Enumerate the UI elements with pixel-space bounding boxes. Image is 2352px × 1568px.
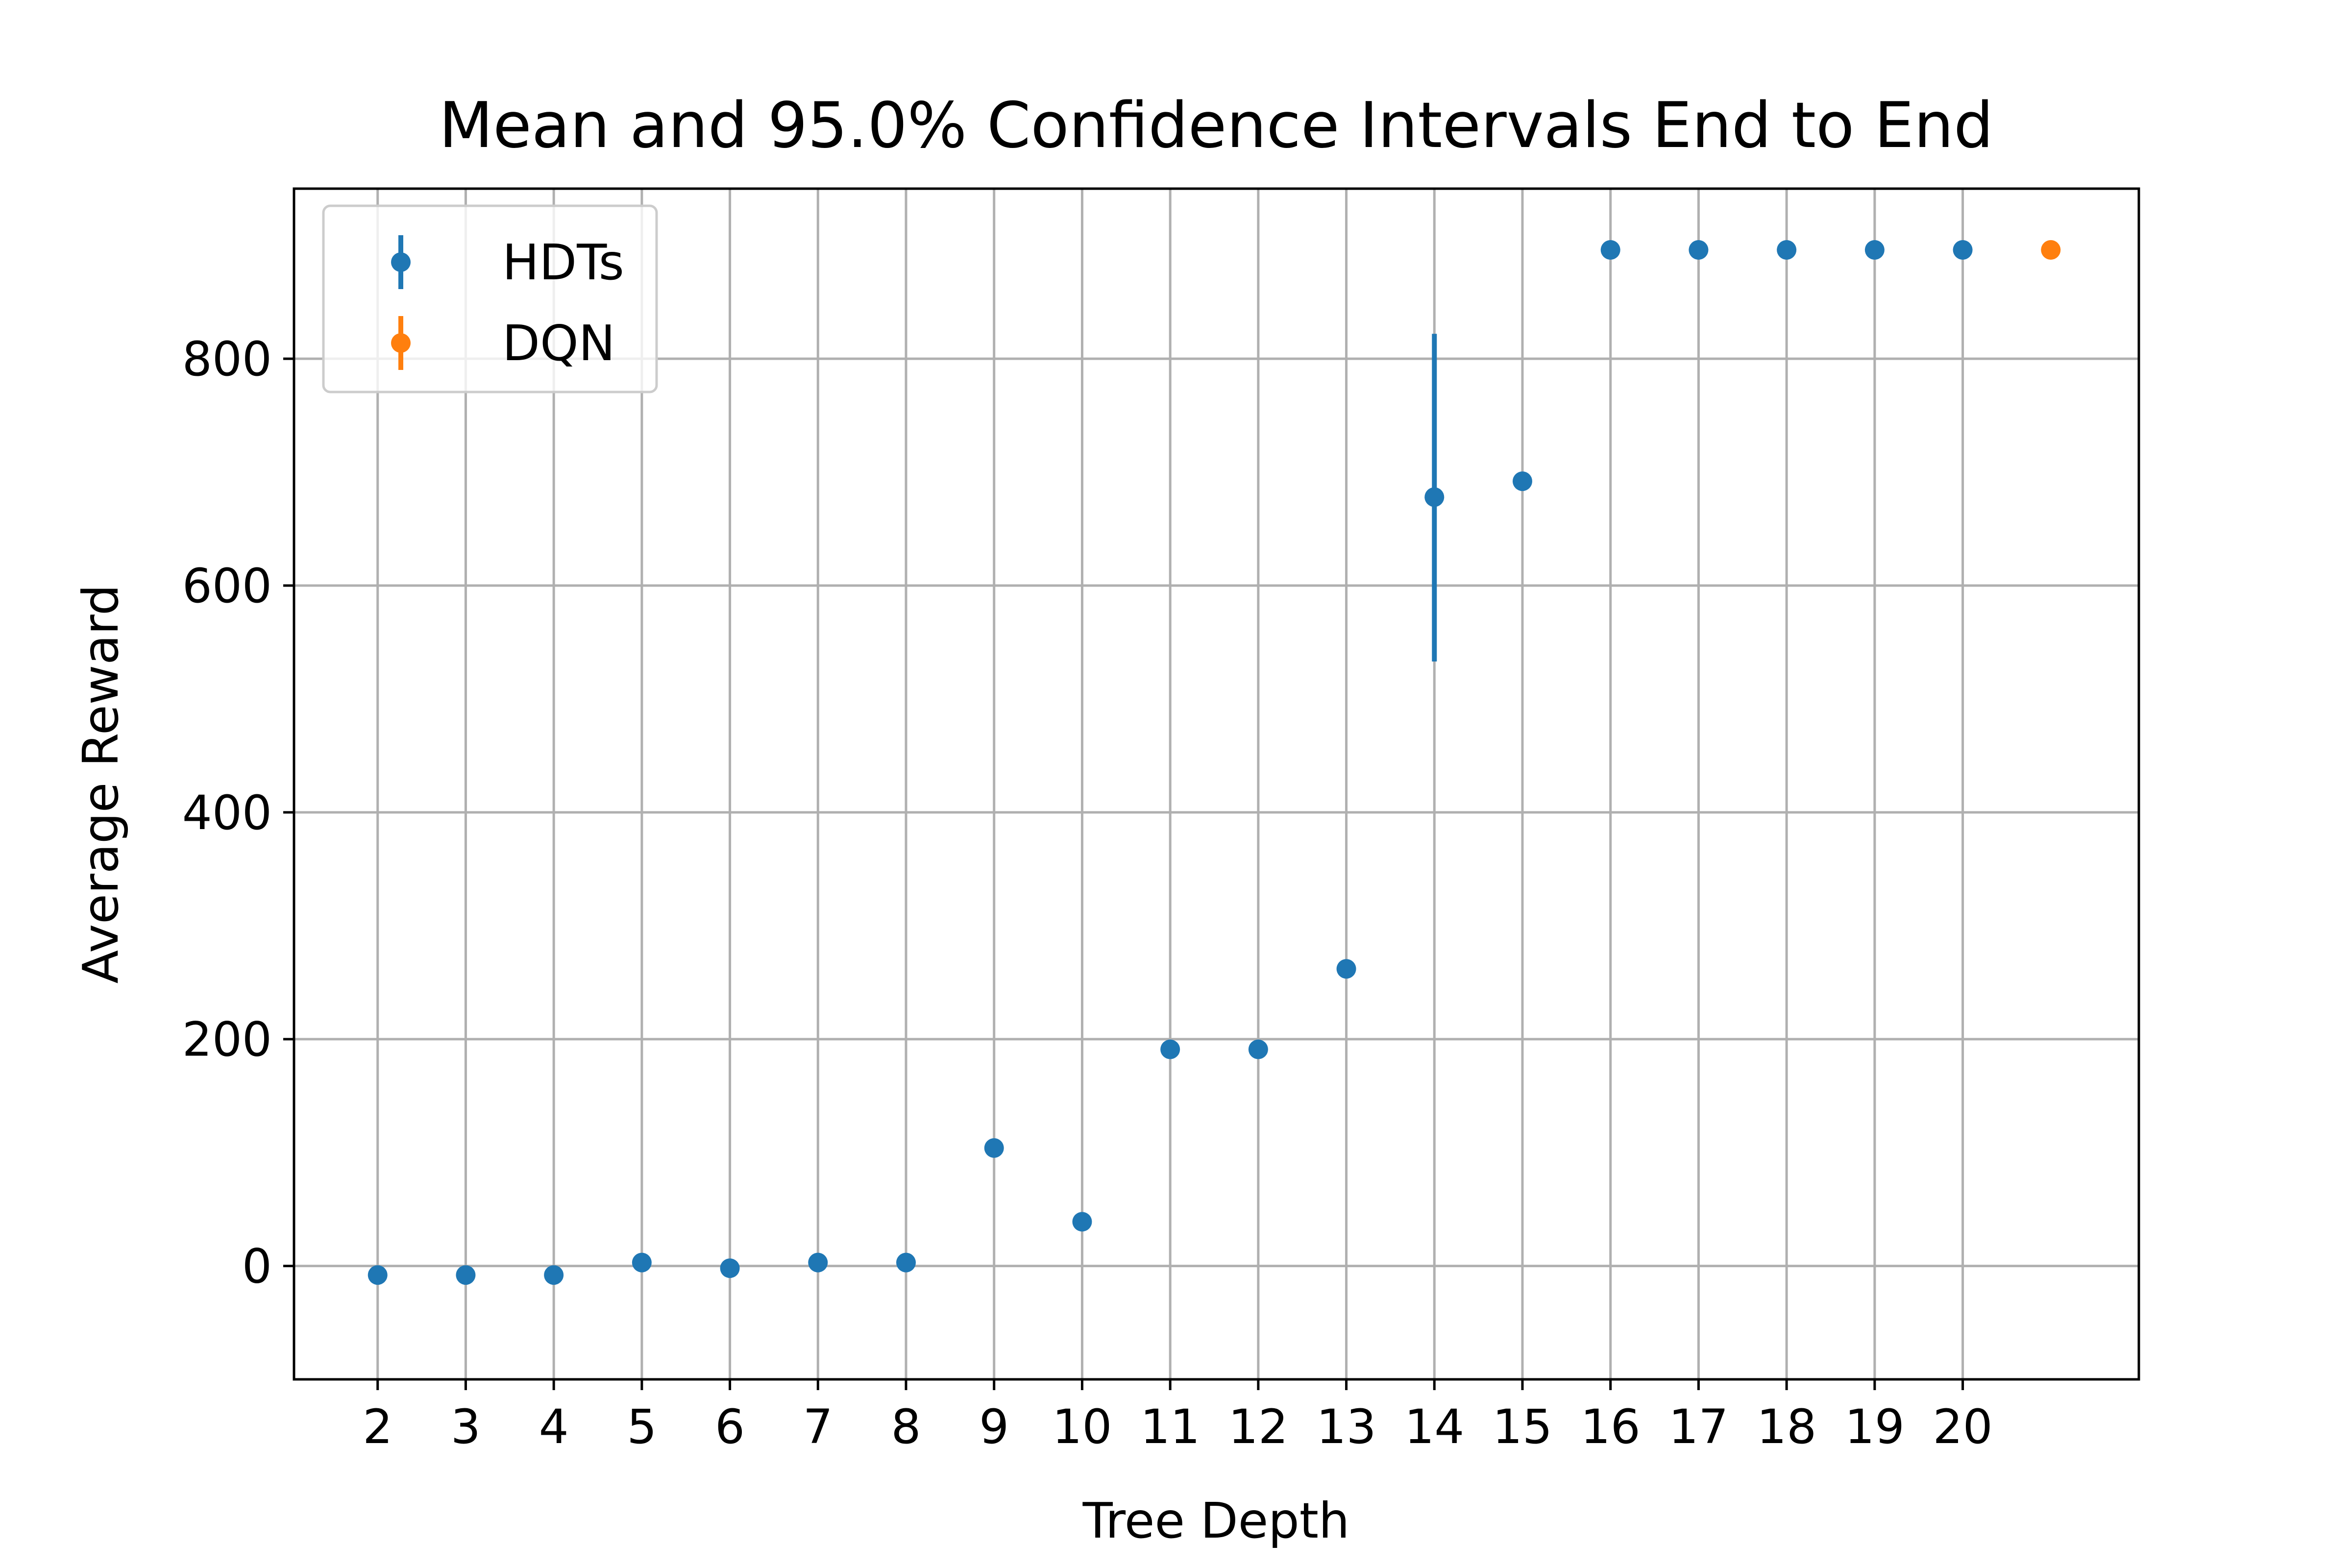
x-tick-label: 10 xyxy=(1052,1399,1112,1454)
data-point xyxy=(1513,471,1533,491)
y-axis-title: Average Reward xyxy=(72,585,129,984)
x-tick-label: 8 xyxy=(891,1399,921,1454)
data-point xyxy=(896,1252,916,1273)
data-point xyxy=(1160,1039,1180,1059)
x-tick-label: 13 xyxy=(1316,1399,1376,1454)
data-point xyxy=(1072,1212,1092,1232)
x-tick-label: 20 xyxy=(1933,1399,1992,1454)
data-point xyxy=(808,1252,828,1273)
axis-ticks: 2 3 4 5 6 7 8 9 10 11 12 13 14 15 16 17 18 19 200200400600… xyxy=(182,332,1993,1454)
data-point xyxy=(632,1252,652,1273)
y-tick-label: 800 xyxy=(182,332,272,387)
x-tick-label: 14 xyxy=(1404,1399,1464,1454)
x-tick-label: 2 xyxy=(363,1399,392,1454)
y-tick-label: 400 xyxy=(182,785,272,840)
x-tick-label: 3 xyxy=(451,1399,481,1454)
y-tick-label: 200 xyxy=(182,1012,272,1067)
x-tick-label: 17 xyxy=(1668,1399,1728,1454)
data-point xyxy=(2041,240,2061,260)
data-point xyxy=(984,1138,1004,1158)
x-tick-label: 15 xyxy=(1493,1399,1552,1454)
x-tick-label: 5 xyxy=(627,1399,657,1454)
legend-label: DQN xyxy=(502,315,615,372)
data-point xyxy=(1689,240,1709,260)
data-point xyxy=(1864,240,1885,260)
x-tick-label: 7 xyxy=(803,1399,833,1454)
legend-marker xyxy=(391,252,411,272)
data-point xyxy=(456,1265,476,1285)
data-point xyxy=(1600,240,1620,260)
data-point xyxy=(1248,1039,1268,1059)
x-tick-label: 6 xyxy=(715,1399,745,1454)
data-point xyxy=(720,1258,740,1278)
data-point xyxy=(1953,240,1973,260)
y-tick-label: 600 xyxy=(182,559,272,613)
x-axis-title: Tree Depth xyxy=(1082,1492,1350,1549)
data-point xyxy=(368,1265,388,1285)
legend-marker xyxy=(391,333,411,353)
plot-area-frame xyxy=(293,187,2140,1381)
y-tick-label: 0 xyxy=(242,1239,272,1294)
x-tick-label: 18 xyxy=(1757,1399,1816,1454)
x-tick-label: 16 xyxy=(1581,1399,1641,1454)
x-tick-label: 9 xyxy=(979,1399,1009,1454)
data-point xyxy=(544,1265,564,1285)
data-point xyxy=(1424,487,1445,507)
data-point xyxy=(1777,240,1797,260)
x-tick-label: 12 xyxy=(1228,1399,1288,1454)
data-marks xyxy=(368,240,2061,1285)
x-tick-label: 11 xyxy=(1140,1399,1200,1454)
x-tick-label: 4 xyxy=(539,1399,569,1454)
legend: HDTs DQN xyxy=(322,204,658,393)
x-tick-label: 19 xyxy=(1845,1399,1905,1454)
data-point xyxy=(1336,959,1356,979)
chart-title: Mean and 95.0% Confidence Intervals End … xyxy=(439,89,1994,162)
legend-label: HDTs xyxy=(502,234,624,291)
